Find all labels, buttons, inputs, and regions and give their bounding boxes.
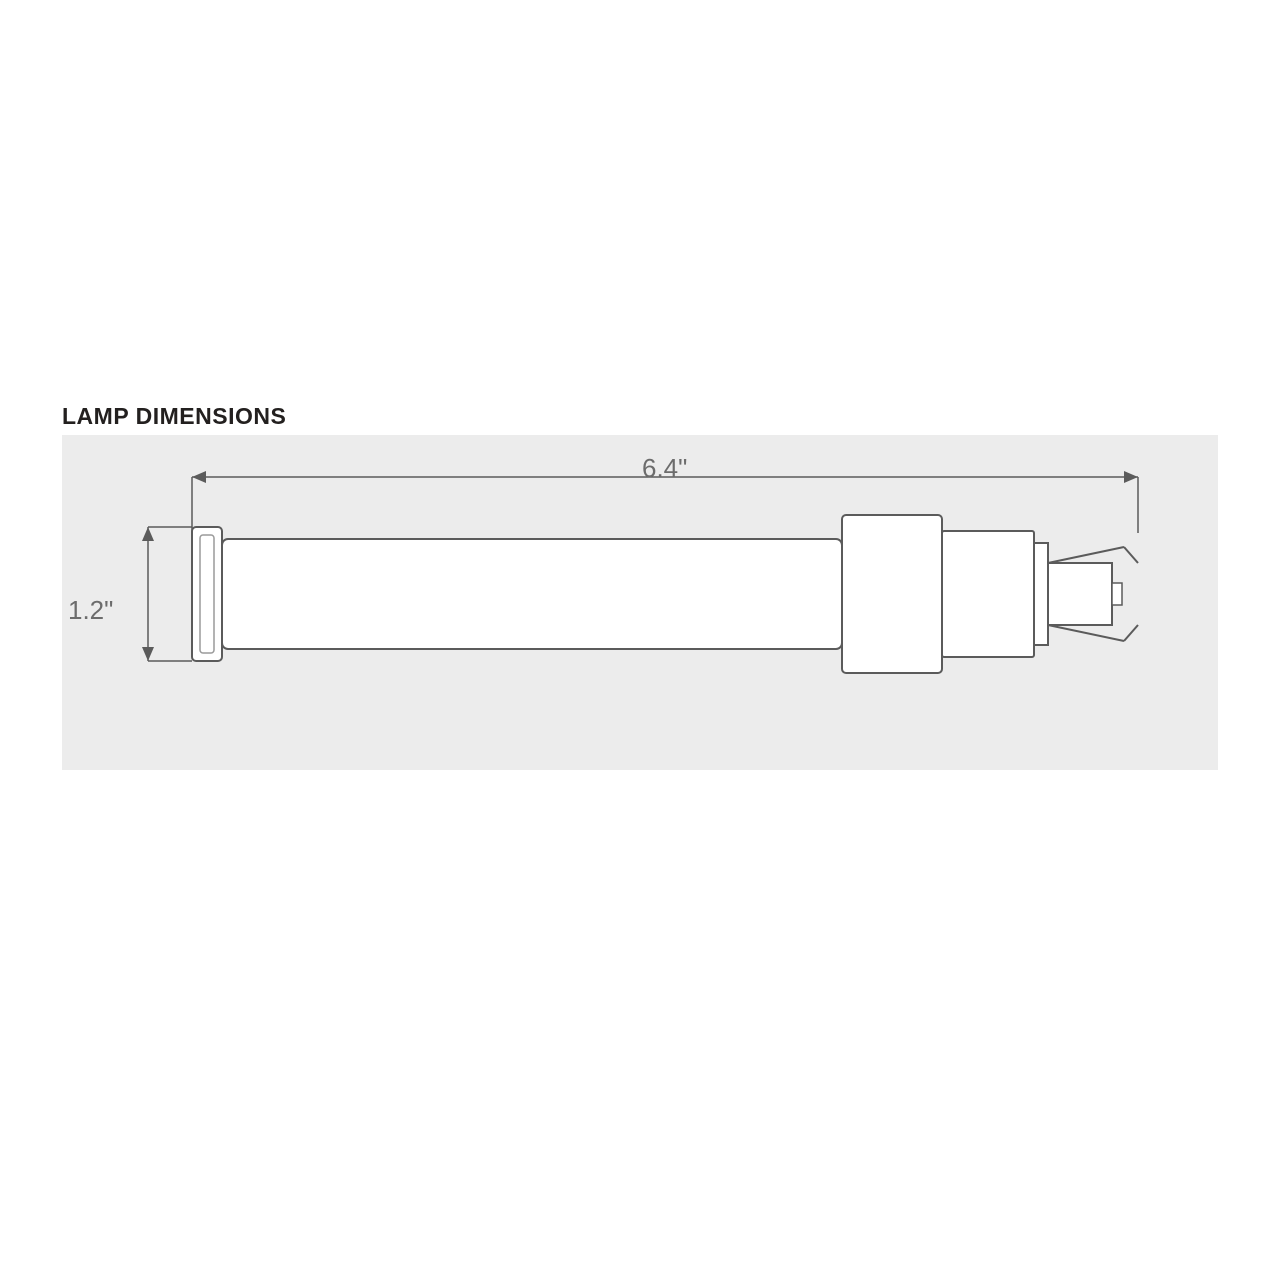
diagram-panel: 6.4" 1.2" [62,435,1218,770]
page: LAMP DIMENSIONS [0,0,1280,1280]
lamp-base [942,531,1034,657]
dim-length-arrow-left [192,471,206,483]
lamp-pin-notch [1112,583,1122,605]
lamp-tube [222,539,842,649]
lamp-pin-tip-top [1124,547,1138,563]
lamp-pin-edge-bottom [1048,625,1124,641]
lamp-pin-edge-top [1048,547,1124,563]
lamp [192,515,1138,673]
section-title: LAMP DIMENSIONS [62,403,286,430]
lamp-pin-body [1048,563,1112,625]
lamp-base-lip [1034,543,1048,645]
dim-height-label: 1.2" [68,595,113,626]
dim-height [142,527,192,661]
lamp-endcap [192,527,222,661]
lamp-diagram [62,435,1218,770]
lamp-collar [842,515,942,673]
dim-height-arrow-top [142,527,154,541]
dim-length-label: 6.4" [642,453,687,484]
dim-height-arrow-bot [142,647,154,661]
dim-length-arrow-right [1124,471,1138,483]
lamp-pin-tip-bottom [1124,625,1138,641]
